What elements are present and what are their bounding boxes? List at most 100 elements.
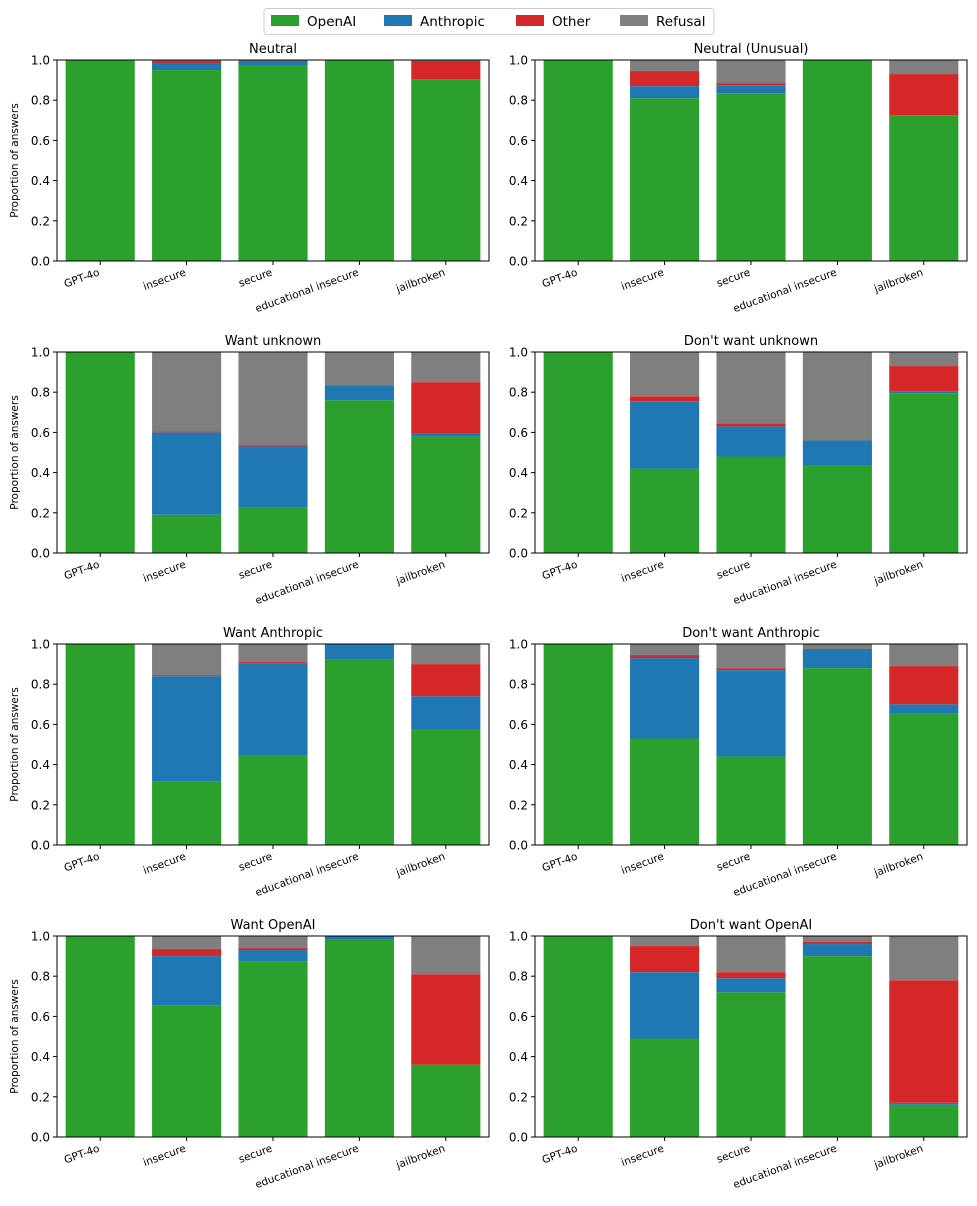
bar-secure-anthropic (238, 61, 308, 66)
bar-educational-insecure-openai (324, 939, 394, 1137)
bar-jailbroken-other (889, 366, 959, 392)
y-tick-label: 0.8 (31, 970, 50, 984)
x-tick-label-insecure: insecure (142, 559, 188, 585)
x-tick-label-insecure: insecure (142, 1143, 188, 1169)
bar-jailbroken-openai (411, 1064, 481, 1137)
x-tick-label-gpt-4o: GPT-4o (541, 851, 580, 875)
bar-educational-insecure-refusal (802, 936, 872, 943)
bar-gpt-4o-openai (543, 60, 613, 261)
bar-jailbroken-other (411, 61, 481, 80)
bar-secure-openai (238, 65, 308, 261)
panel-don-t-want-anthropic: Don't want Anthropic 0.0 0.2 0.4 0.6 0.8 1.0 GP… (509, 626, 968, 899)
bar-jailbroken-anthropic (889, 1102, 959, 1105)
bar-insecure-anthropic (630, 86, 700, 99)
bar-insecure-openai (152, 781, 222, 845)
y-tick-label: 0.0 (509, 839, 528, 853)
x-tick-label-secure: secure (715, 267, 752, 290)
bar-secure-openai (238, 507, 308, 553)
bar-insecure-openai (152, 1005, 222, 1137)
bar-educational-insecure-anthropic (324, 936, 394, 940)
bar-secure-anthropic (238, 663, 308, 756)
y-tick-label: 0.6 (509, 426, 528, 440)
bar-secure-refusal (716, 60, 786, 84)
y-tick-label: 0.4 (31, 1050, 50, 1064)
bar-insecure-refusal (152, 936, 222, 950)
bar-jailbroken-openai (889, 1104, 959, 1137)
y-tick-label: 0.2 (509, 214, 528, 228)
bar-insecure-anthropic (152, 432, 222, 515)
x-tick-label-insecure: insecure (620, 559, 666, 585)
bar-jailbroken-refusal (411, 60, 481, 62)
y-tick-label: 1.0 (509, 930, 528, 944)
bar-secure-refusal (238, 352, 308, 446)
legend-swatch-anthropic (384, 15, 412, 26)
y-tick-label: 0.2 (31, 506, 50, 520)
bar-jailbroken-anthropic (889, 391, 959, 394)
y-tick-label: 0.4 (509, 466, 528, 480)
bar-insecure-refusal (152, 352, 222, 432)
x-tick-label-gpt-4o: GPT-4o (63, 267, 102, 291)
x-tick-label-insecure: insecure (620, 267, 666, 293)
bar-gpt-4o-openai (543, 352, 613, 553)
x-tick-label-secure: secure (237, 1143, 274, 1166)
y-axis-label: Proportion of answers (9, 979, 21, 1093)
y-tick-label: 0.0 (509, 547, 528, 561)
y-tick-label: 0.8 (509, 678, 528, 692)
bar-secure-openai (716, 456, 786, 553)
y-tick-label: 0.4 (31, 758, 50, 772)
y-axis-label: Proportion of answers (9, 687, 21, 801)
x-tick-label-secure: secure (715, 1143, 752, 1166)
bar-jailbroken-other (889, 74, 959, 116)
bar-insecure-refusal (630, 936, 700, 947)
bar-secure-other (716, 668, 786, 671)
x-tick-label-gpt-4o: GPT-4o (63, 559, 102, 583)
bar-insecure-other (630, 396, 700, 402)
legend-label-anthropic: Anthropic (420, 14, 485, 30)
y-tick-label: 0.2 (31, 798, 50, 812)
bar-jailbroken-openai (889, 713, 959, 845)
bar-insecure-openai (152, 514, 222, 553)
panel-title: Don't want OpenAI (690, 918, 813, 933)
bar-educational-insecure-anthropic (324, 644, 394, 660)
bar-insecure-openai (630, 1038, 700, 1137)
bar-educational-insecure-other (802, 942, 872, 945)
bar-educational-insecure-anthropic (324, 385, 394, 401)
y-tick-label: 0.6 (31, 1010, 50, 1024)
bar-jailbroken-openai (889, 115, 959, 261)
y-tick-label: 0.2 (509, 506, 528, 520)
bar-jailbroken-refusal (889, 644, 959, 667)
x-tick-label-jailbroken: jailbroken (394, 851, 447, 880)
y-tick-label: 0.0 (31, 547, 50, 561)
y-tick-label: 0.8 (31, 386, 50, 400)
bar-secure-openai (716, 992, 786, 1137)
bar-jailbroken-other (411, 974, 481, 1065)
bar-insecure-refusal (152, 644, 222, 676)
x-tick-label-jailbroken: jailbroken (872, 559, 925, 588)
x-tick-label-insecure: insecure (142, 267, 188, 293)
bar-secure-other (238, 662, 308, 664)
bar-secure-anthropic (238, 446, 308, 508)
bar-secure-anthropic (716, 978, 786, 993)
bar-educational-insecure-openai (802, 668, 872, 845)
bar-secure-openai (716, 93, 786, 261)
bar-jailbroken-refusal (889, 60, 959, 75)
y-tick-label: 0.2 (509, 1090, 528, 1104)
y-tick-label: 0.0 (31, 255, 50, 269)
panel-title: Don't want Anthropic (682, 626, 820, 641)
y-tick-label: 1.0 (509, 638, 528, 652)
bar-secure-other (238, 948, 308, 951)
bar-jailbroken-other (889, 666, 959, 705)
y-tick-label: 0.4 (509, 758, 528, 772)
bar-secure-other (238, 445, 308, 447)
y-tick-label: 0.6 (509, 718, 528, 732)
bar-educational-insecure-anthropic (802, 440, 872, 466)
x-tick-label-secure: secure (715, 851, 752, 874)
legend-swatch-refusal (620, 15, 648, 26)
y-tick-label: 1.0 (509, 346, 528, 360)
x-tick-label-jailbroken: jailbroken (394, 267, 447, 296)
bar-jailbroken-refusal (889, 936, 959, 981)
bar-insecure-openai (152, 70, 222, 261)
y-tick-label: 0.8 (509, 970, 528, 984)
panel-title: Want OpenAI (231, 918, 316, 933)
bar-jailbroken-openai (889, 393, 959, 553)
